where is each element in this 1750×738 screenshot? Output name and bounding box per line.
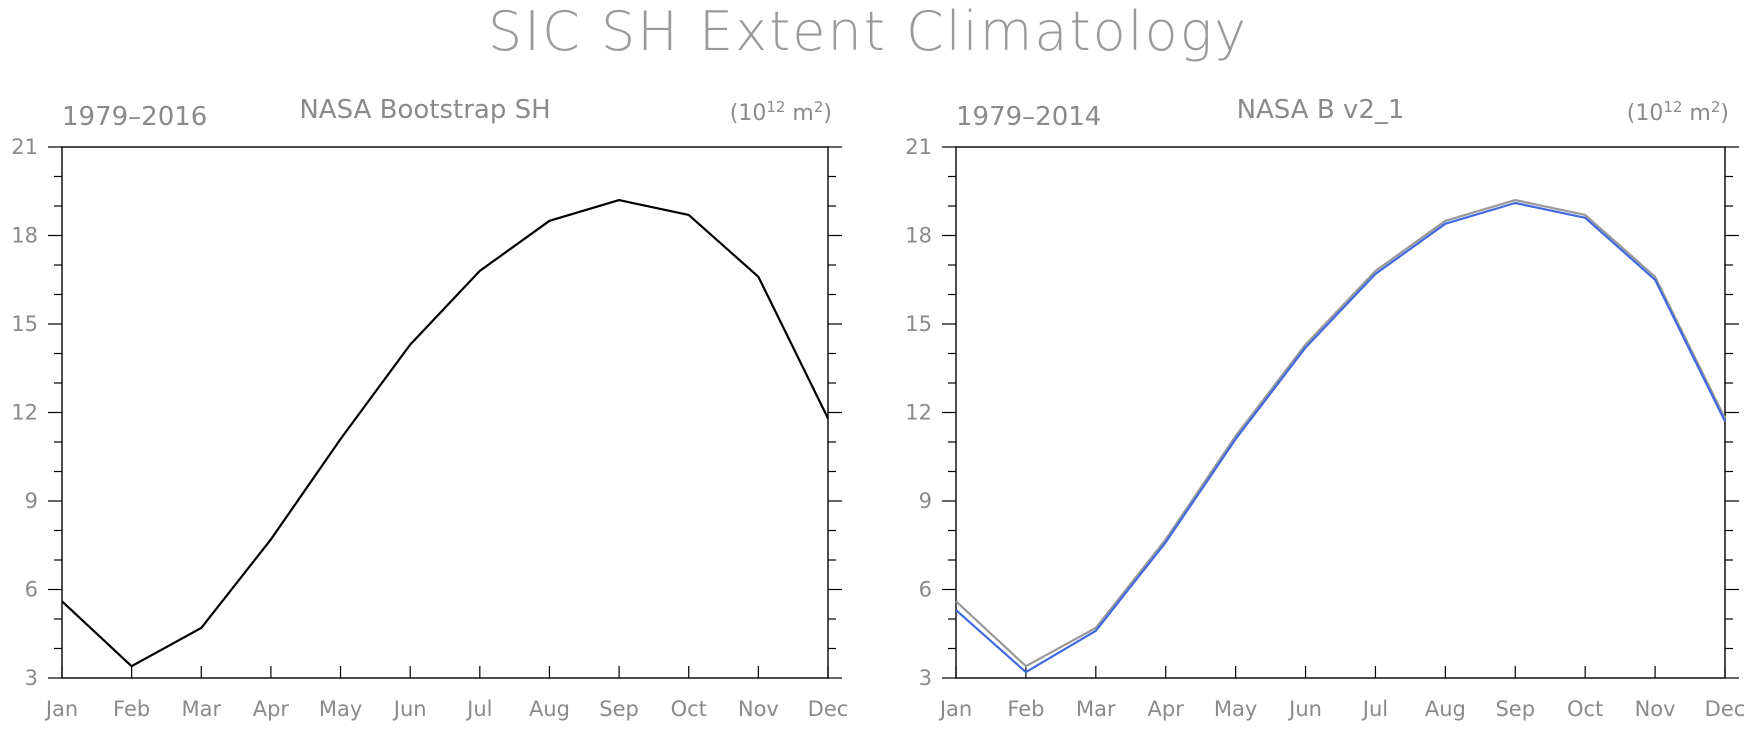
x-tick-label: Mar [181,697,221,721]
plot-frame [61,146,829,679]
x-tick-label: Dec [808,697,849,721]
x-tick-label: Jan [44,697,78,721]
x-tick-label: Sep [599,697,639,721]
unit-text-part: (10 [730,101,767,126]
y-tick-label: 15 [905,312,932,336]
x-tick-label: Aug [1425,697,1466,721]
y-tick-label: 21 [905,135,932,159]
y-tick-label: 21 [11,135,38,159]
figure-title: SIC SH Extent Climatology [488,0,1248,63]
panel-period-label: 1979–2016 [62,102,207,132]
panels-group: 1979–2016 NASA Bootstrap SH (1012 m2)36912… [11,95,1745,721]
y-tick-label: 6 [25,578,38,602]
unit-text-part: m [785,101,813,126]
x-tick-label: Dec [1705,697,1746,721]
unit-text-part: m [1682,101,1710,126]
y-tick-label: 18 [905,224,932,248]
unit-superscript: 12 [766,98,785,116]
y-tick-label: 12 [11,401,38,425]
x-tick-label: May [1214,697,1257,721]
y-tick-label: 18 [11,224,38,248]
x-tick-label: Oct [1567,697,1603,721]
x-tick-label: Apr [253,697,290,721]
unit-superscript: 12 [1663,98,1682,116]
x-tick-label: Nov [1635,697,1676,721]
x-tick-label: Jul [465,697,492,721]
panel-2: 1979–2014 NASA B v2_1 (1012 m2)36912151821… [905,95,1745,721]
panel-units-label: (1012 m2) [1627,98,1729,126]
unit-superscript: 2 [814,98,824,116]
x-tick-label: Aug [529,697,570,721]
panel-dataset-label: NASA B v2_1 [1237,95,1405,125]
panel-1: 1979–2016 NASA Bootstrap SH (1012 m2)36912… [11,95,848,721]
series-line-1 [955,199,1726,668]
y-tick-label: 3 [25,666,38,690]
panel-period-label: 1979–2014 [956,102,1101,132]
y-tick-label: 9 [25,489,38,513]
x-tick-label: Jun [1287,697,1322,721]
x-tick-label: Jan [938,697,972,721]
x-tick-label: Sep [1495,697,1535,721]
x-tick-label: Nov [738,697,779,721]
y-tick-label: 6 [919,578,932,602]
unit-superscript: 2 [1711,98,1721,116]
x-tick-label: Oct [671,697,707,721]
y-tick-label: 9 [919,489,932,513]
panel-units-label: (1012 m2) [730,98,832,126]
unit-text-part: (10 [1627,101,1664,126]
series-line-1 [61,199,829,668]
unit-text-part: ) [1720,101,1729,126]
y-tick-label: 12 [905,401,932,425]
x-tick-label: Jul [1361,697,1388,721]
y-tick-label: 3 [919,666,932,690]
plot-frame [955,146,1726,679]
x-tick-label: Feb [1007,697,1044,721]
series-line-2 [955,201,1726,674]
x-tick-label: Jun [392,697,427,721]
y-tick-label: 15 [11,312,38,336]
x-tick-label: May [319,697,362,721]
panel-dataset-label: NASA Bootstrap SH [299,95,550,125]
unit-text-part: ) [823,101,832,126]
x-tick-label: Feb [113,697,150,721]
x-tick-label: Mar [1076,697,1116,721]
x-tick-label: Apr [1148,697,1185,721]
